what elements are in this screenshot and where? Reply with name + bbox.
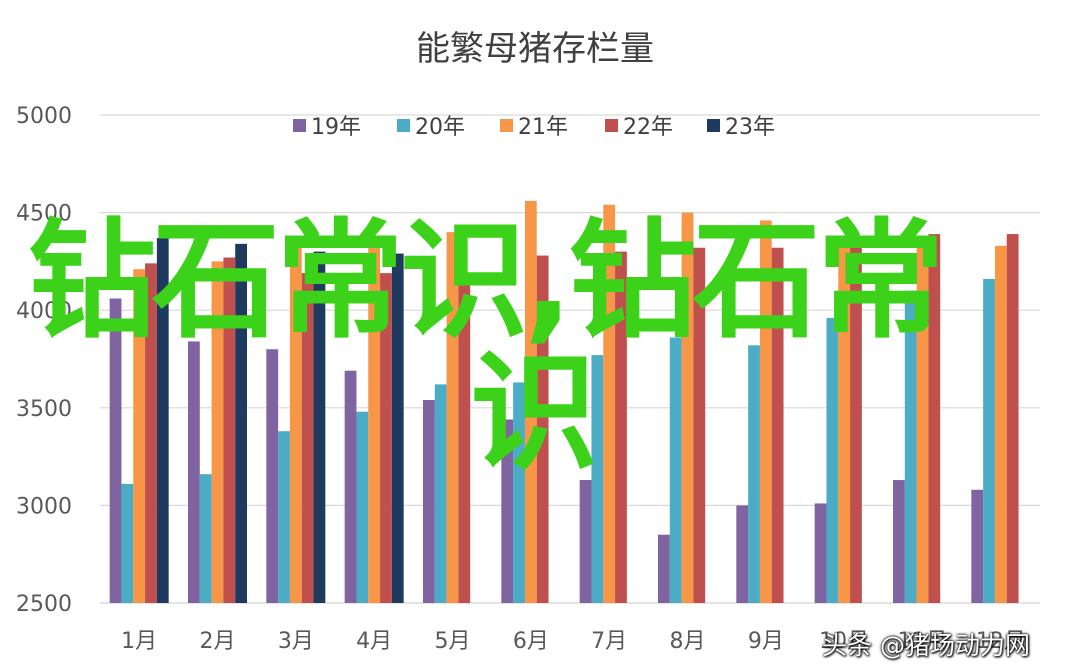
bar [289,245,302,603]
bar [759,220,772,603]
bar [1006,234,1019,603]
y-tick-label: 4500 [16,202,72,227]
legend-swatch [707,119,720,132]
bar [983,278,995,603]
bar [513,382,525,603]
bar [826,318,839,603]
bar [458,273,471,603]
bar [603,204,616,604]
bars [109,200,1019,604]
bar [313,251,326,603]
bar [928,234,941,603]
bar [223,257,236,603]
bar [235,243,247,603]
x-tick-label: 6月 [513,629,549,654]
legend-label: 20年 [415,115,465,140]
bar [501,419,514,603]
bar [380,273,392,603]
legend-label: 22年 [623,115,673,140]
legend-item: 21年 [500,115,568,140]
source-credit: 头条 @猪场动力网 [822,631,1030,660]
x-tick-label: 3月 [278,629,314,654]
legend-item: 22年 [605,115,673,140]
y-tick-label: 4000 [16,299,72,324]
legend-swatch [500,119,513,132]
bar [199,474,212,603]
x-tick-label: 8月 [670,629,706,654]
x-tick-label: 5月 [435,629,471,654]
legend-item: 20年 [397,115,465,140]
legend-label: 23年 [725,115,775,140]
bar [536,255,549,603]
bar [591,355,604,603]
legend-label: 19年 [311,115,361,140]
bar [904,290,917,603]
bar [681,212,694,603]
bar [693,247,706,603]
y-tick-label: 3500 [16,397,72,422]
bar [994,245,1007,603]
legend-item: 23年 [707,115,775,140]
y-tick-label: 3000 [16,494,72,519]
bar [579,480,592,603]
bar [145,263,157,603]
bar [133,269,146,603]
bar [850,239,862,604]
bar [121,483,134,603]
x-tick-label: 2月 [200,629,236,654]
bar [971,489,984,603]
bar [391,253,404,604]
bar [188,341,200,603]
legend-swatch [397,119,410,132]
bar [838,241,851,603]
bar [434,384,447,603]
x-tick-label: 11月 [898,629,948,654]
x-tick-label: 12月 [976,629,1026,654]
bar [916,245,929,603]
chart-title: 能繁母猪存栏量 [416,29,654,69]
legend-label: 21年 [518,115,568,140]
y-tick-label: 2500 [16,592,72,617]
bar [109,298,122,603]
y-tick-label: 5000 [16,104,72,129]
bar [736,505,749,603]
bar [748,345,760,603]
x-axis-ticks: 1月 2月 3月 4月 5月 6月 7月 8月 9月 10月 11月 12月 [121,629,1026,654]
x-tick-label: 9月 [748,629,784,654]
bar [344,370,357,603]
legend-item: 19年 [293,115,361,140]
x-tick-label: 4月 [356,629,392,654]
bar [211,261,224,603]
gridlines [100,114,1040,604]
bar [524,200,537,603]
legend: 19年 20年 21年 22年 23年 [293,115,775,140]
bar [669,337,682,603]
bar [266,349,279,603]
bar [423,399,435,603]
x-tick-label: 10月 [819,629,869,654]
bar [156,237,169,603]
bar [368,236,381,604]
legend-swatch [605,119,618,132]
x-tick-label: 7月 [591,629,627,654]
bar [356,411,369,603]
bar [771,247,784,603]
bar [814,503,827,603]
bar [446,232,459,603]
bar [301,273,314,603]
bar [278,431,290,603]
y-axis-ticks: 2500 3000 3500 4000 4500 5000 [16,104,72,617]
bar [893,480,905,603]
x-tick-label: 1月 [121,629,157,654]
bar [658,534,670,603]
legend-swatch [293,119,306,132]
bar [615,251,627,603]
